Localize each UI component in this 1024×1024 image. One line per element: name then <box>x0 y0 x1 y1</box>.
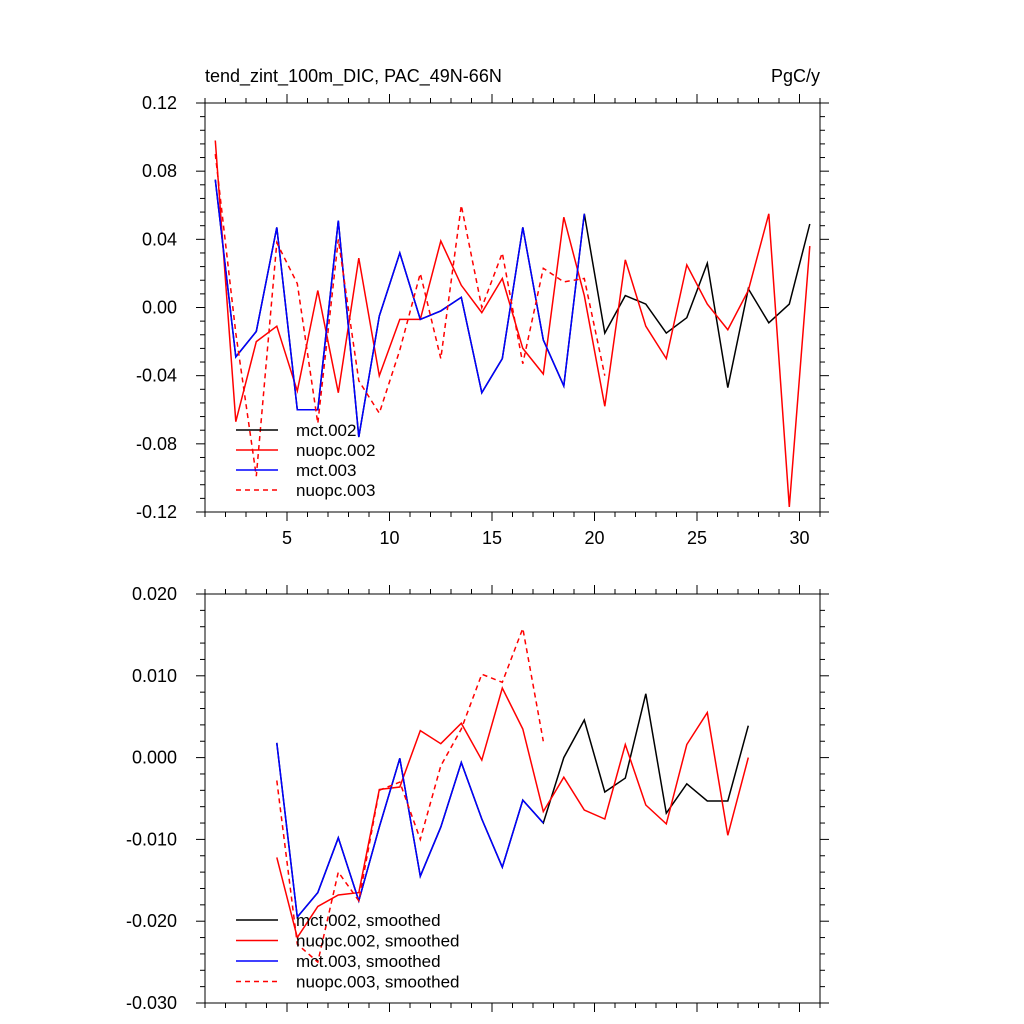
y-tick-label: -0.08 <box>136 434 177 454</box>
y-tick-label: 0.010 <box>132 666 177 686</box>
top-panel-title: tend_zint_100m_DIC, PAC_49N-66N <box>205 66 502 87</box>
series-line-nuopc-003 <box>214 154 606 477</box>
y-tick-label: 0.08 <box>142 161 177 181</box>
legend-label: mct.002 <box>296 421 356 440</box>
legend-label: mct.003 <box>296 461 356 480</box>
top-panel-ticks: 5 10 15 20 25 30 -0.12 -0.08 -0.04 0.00 0.04 0.08 0.… <box>136 93 829 548</box>
y-tick-label: -0.010 <box>126 829 177 849</box>
y-tick-label: 0.12 <box>142 93 177 113</box>
y-tick-label: -0.04 <box>136 366 177 386</box>
top-panel-units: PgC/y <box>771 66 820 86</box>
legend-label: nuopc.002 <box>296 441 375 460</box>
y-tick-label: -0.030 <box>126 993 177 1013</box>
x-tick-label: 15 <box>482 528 502 548</box>
legend-label: mct.003, smoothed <box>296 952 441 971</box>
series-line-nuopc-002 <box>214 140 811 507</box>
series-line-nuopc-003-smoothed <box>276 625 545 964</box>
top-panel-series <box>214 140 811 507</box>
x-tick-label: 20 <box>584 528 604 548</box>
y-tick-label: -0.12 <box>136 502 177 522</box>
x-tick-label: 25 <box>687 528 707 548</box>
series-line-mct-003 <box>214 179 586 438</box>
x-tick-label: 5 <box>282 528 292 548</box>
bottom-panel: -0.030 -0.020 -0.010 0.000 0.010 0.020 mct.00… <box>126 584 829 1013</box>
legend-label: mct.002, smoothed <box>296 911 441 930</box>
legend-label: nuopc.003, smoothed <box>296 973 460 992</box>
y-tick-label: 0.00 <box>142 298 177 318</box>
top-panel: tend_zint_100m_DIC, PAC_49N-66N PgC/y 5 1… <box>136 66 829 548</box>
series-line-nuopc-002-smoothed <box>276 686 750 940</box>
series-line-mct-003-smoothed <box>276 742 544 919</box>
x-tick-label: 10 <box>379 528 399 548</box>
y-tick-label: 0.04 <box>142 229 177 249</box>
y-tick-label: 0.000 <box>132 748 177 768</box>
bottom-panel-ticks: -0.030 -0.020 -0.010 0.000 0.010 0.020 <box>126 584 829 1013</box>
bottom-panel-legend: mct.002, smoothed nuopc.002, smoothedmct.… <box>236 911 460 992</box>
series-line-mct-002-smoothed <box>276 693 750 919</box>
y-tick-label: 0.020 <box>132 584 177 604</box>
legend-label: nuopc.003 <box>296 481 375 500</box>
y-tick-label: -0.020 <box>126 911 177 931</box>
x-tick-label: 30 <box>789 528 809 548</box>
legend-label: nuopc.002, smoothed <box>296 932 460 951</box>
bottom-panel-series <box>276 625 750 964</box>
